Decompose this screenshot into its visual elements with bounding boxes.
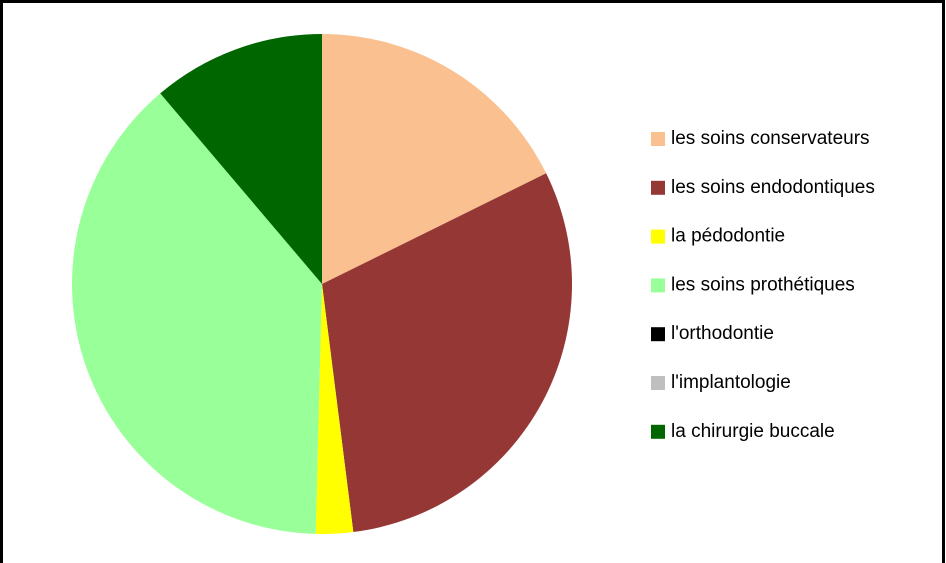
- legend-label: l'implantologie: [671, 372, 791, 393]
- legend-label: l'orthodontie: [671, 323, 774, 344]
- legend-swatch: [651, 327, 665, 342]
- legend-label: les soins endodontiques: [671, 177, 875, 198]
- legend-label: la pédodontie: [671, 226, 785, 247]
- legend-label: la chirurgie buccale: [671, 421, 835, 442]
- legend-swatch: [651, 424, 665, 439]
- legend-swatch: [651, 229, 665, 244]
- legend-swatch: [651, 180, 665, 195]
- legend-swatch: [651, 376, 665, 390]
- pie-slice: [72, 93, 322, 534]
- legend-swatch: [651, 278, 665, 293]
- legend-label: les soins prothétiques: [671, 274, 855, 295]
- pie-slice: [322, 34, 547, 284]
- pie-slice: [315, 284, 354, 534]
- legend-label: les soins conservateurs: [671, 128, 870, 149]
- pie-slice: [322, 173, 572, 533]
- pie-slice: [160, 34, 322, 284]
- legend-swatch: [651, 132, 665, 146]
